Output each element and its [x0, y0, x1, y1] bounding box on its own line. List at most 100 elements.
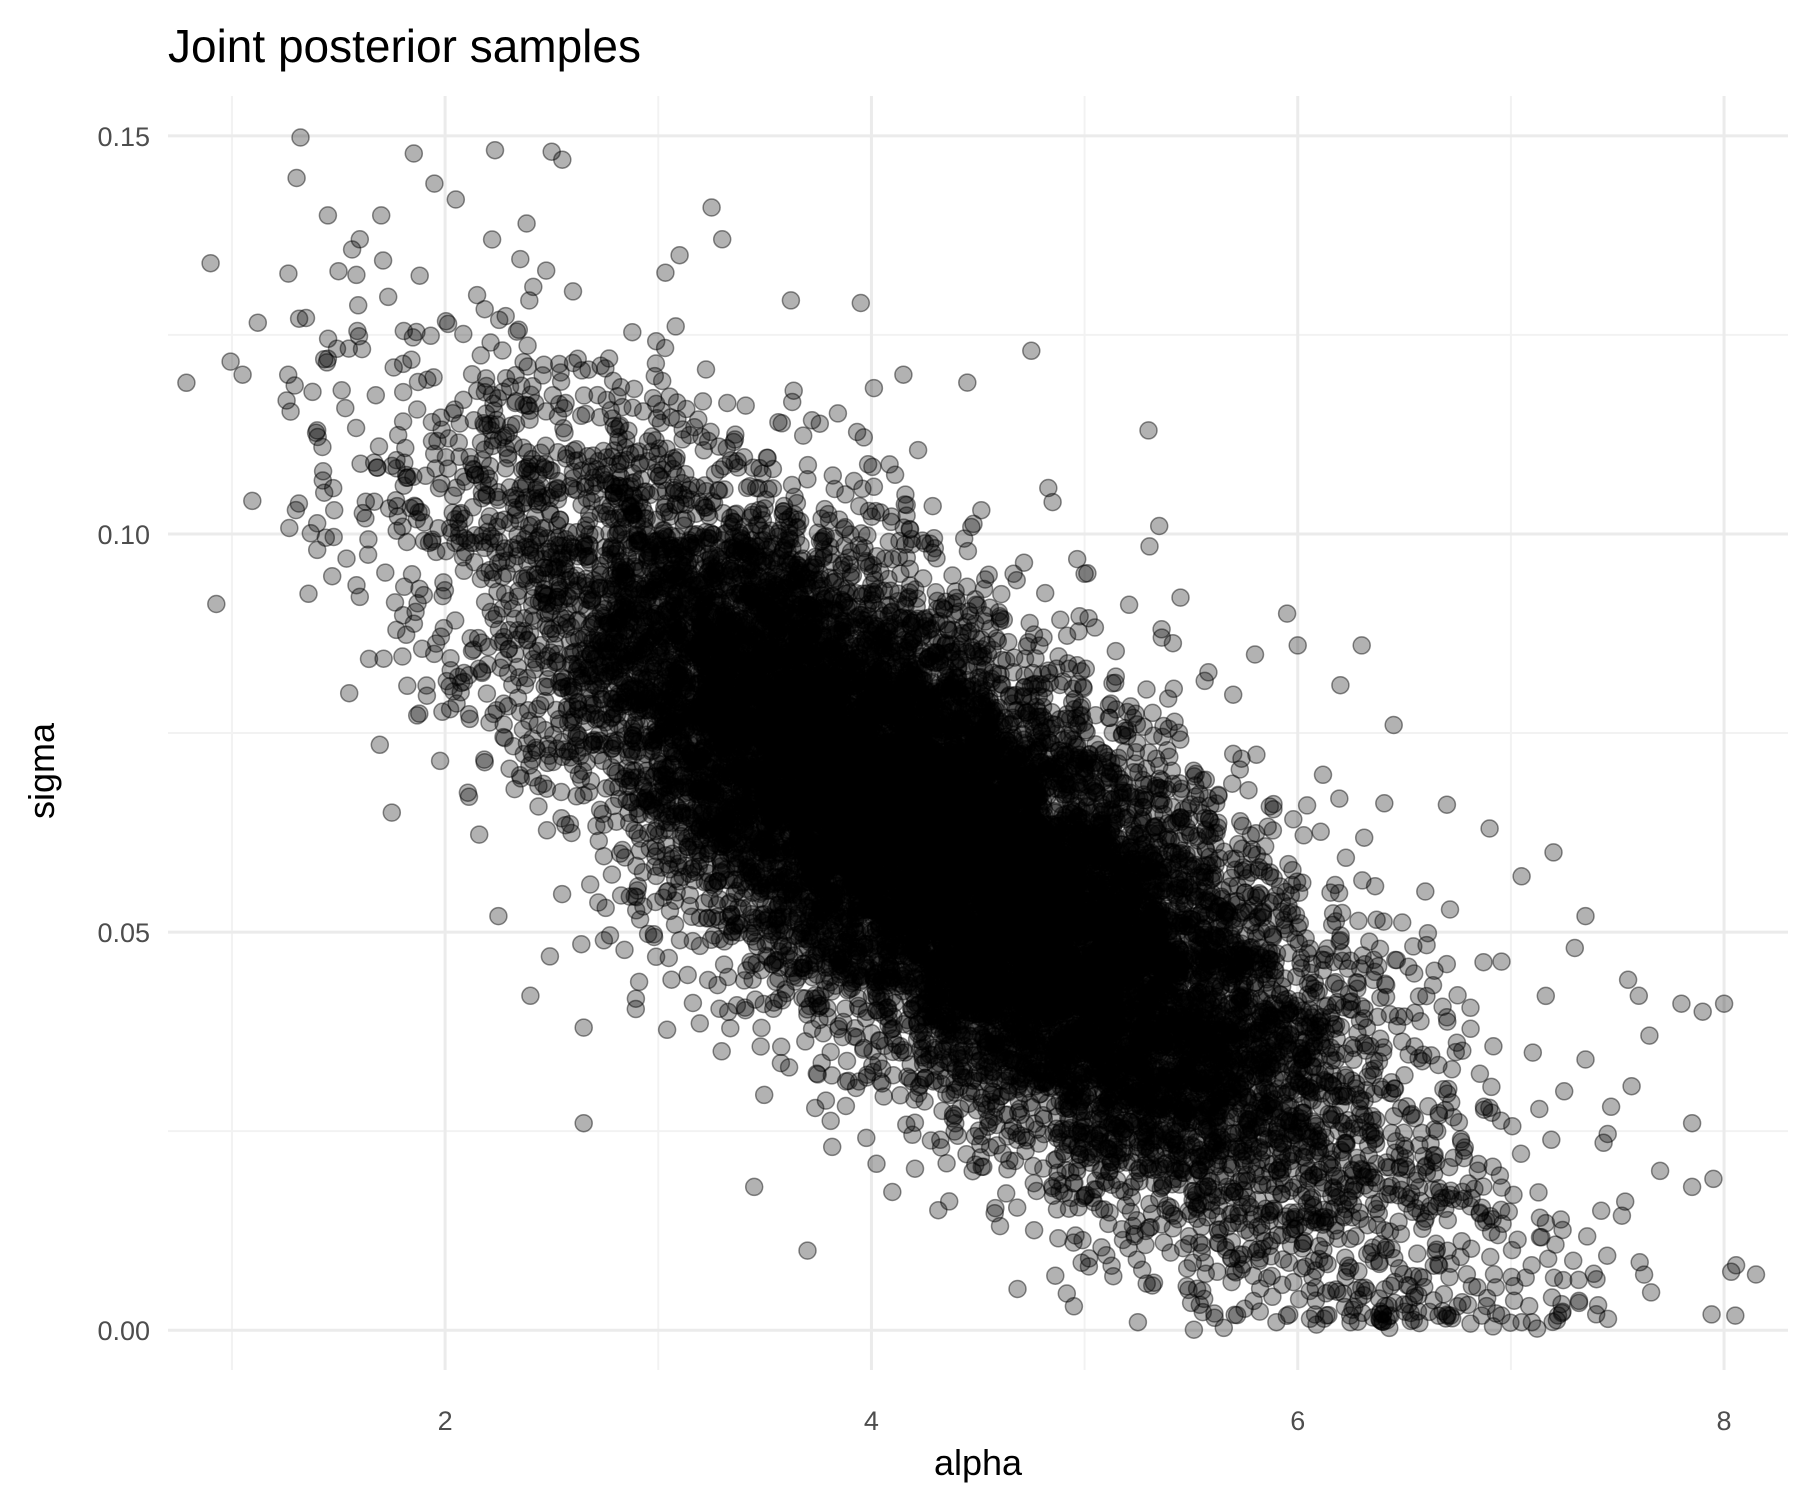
- data-point: [1036, 869, 1056, 889]
- data-point: [751, 837, 771, 857]
- data-point: [393, 382, 413, 402]
- data-point: [913, 775, 933, 794]
- data-point: [979, 958, 998, 977]
- data-point: [1114, 889, 1133, 909]
- data-point: [933, 829, 953, 848]
- data-point: [1110, 1018, 1129, 1037]
- data-point: [757, 876, 776, 896]
- data-point: [932, 814, 951, 834]
- data-point: [454, 324, 473, 344]
- data-point: [1123, 1079, 1143, 1099]
- data-point: [979, 820, 999, 839]
- data-point: [1330, 789, 1349, 808]
- data-point: [697, 673, 716, 692]
- data-point: [243, 491, 262, 511]
- chart-title: Joint posterior samples: [168, 20, 641, 72]
- data-point: [972, 945, 991, 965]
- data-point: [1026, 674, 1045, 694]
- data-point: [1104, 1023, 1124, 1042]
- data-point: [923, 543, 942, 563]
- data-point: [798, 470, 817, 489]
- data-point: [1086, 1049, 1105, 1069]
- data-point: [721, 1018, 740, 1038]
- data-point: [834, 932, 854, 952]
- data-point: [318, 329, 338, 349]
- data-point: [1481, 1247, 1500, 1267]
- data-point: [937, 970, 956, 989]
- data-point: [905, 1159, 925, 1178]
- data-point: [840, 792, 860, 812]
- data-point: [1014, 553, 1034, 572]
- data-point: [861, 851, 880, 871]
- data-point: [1312, 1120, 1332, 1140]
- data-point: [471, 569, 491, 589]
- data-point: [494, 727, 513, 747]
- data-point: [908, 979, 927, 999]
- data-point: [1046, 1266, 1065, 1285]
- data-point: [1203, 1139, 1223, 1158]
- data-point: [990, 761, 1010, 780]
- data-point: [366, 385, 386, 405]
- data-point: [1125, 1172, 1144, 1191]
- data-point: [426, 459, 445, 478]
- data-point: [999, 905, 1019, 924]
- data-point: [407, 400, 427, 419]
- data-point: [917, 825, 937, 844]
- data-point: [978, 798, 998, 817]
- data-point: [1127, 1090, 1146, 1109]
- data-point: [891, 732, 910, 752]
- data-point: [1008, 1279, 1027, 1299]
- data-point: [768, 907, 788, 926]
- data-point: [370, 735, 390, 755]
- data-point: [1057, 941, 1076, 961]
- data-point: [1137, 680, 1156, 699]
- data-point: [1183, 1068, 1202, 1087]
- data-point: [773, 690, 792, 709]
- data-point: [1297, 1142, 1317, 1162]
- data-point: [1011, 768, 1031, 788]
- data-point: [398, 676, 417, 696]
- data-point: [905, 718, 925, 737]
- data-point: [1597, 1246, 1617, 1265]
- data-point: [1134, 950, 1153, 970]
- data-point: [608, 763, 627, 783]
- data-point: [883, 1182, 902, 1202]
- data-point: [821, 1111, 840, 1131]
- data-point: [248, 313, 268, 332]
- data-point: [839, 743, 858, 762]
- data-point: [777, 702, 797, 721]
- data-point: [1542, 1130, 1561, 1150]
- data-point: [824, 708, 844, 728]
- data-point: [937, 1154, 956, 1173]
- data-point: [1090, 912, 1110, 931]
- data-point: [1250, 1002, 1269, 1022]
- grid: [168, 96, 1788, 1370]
- data-point: [1342, 1071, 1362, 1090]
- data-point: [932, 891, 952, 910]
- data-point: [1139, 1073, 1159, 1092]
- data-point: [711, 686, 731, 705]
- data-point: [280, 518, 299, 538]
- data-point: [348, 296, 368, 315]
- data-point: [1155, 1065, 1174, 1085]
- data-point: [823, 763, 842, 783]
- data-point: [441, 649, 460, 668]
- data-point: [916, 750, 936, 770]
- data-point: [547, 651, 567, 671]
- data-point: [645, 366, 665, 386]
- data-point: [347, 265, 366, 285]
- data-point: [1326, 995, 1345, 1015]
- data-point: [751, 1037, 770, 1056]
- data-point: [1204, 894, 1223, 914]
- data-point: [1208, 1045, 1227, 1065]
- data-point: [1315, 1213, 1335, 1232]
- data-point: [221, 352, 240, 371]
- data-point: [831, 855, 850, 874]
- data-point: [970, 764, 989, 784]
- data-point: [1025, 912, 1045, 931]
- data-point: [1153, 921, 1173, 941]
- data-point: [901, 756, 920, 775]
- data-point: [1408, 1244, 1427, 1263]
- data-point: [768, 622, 787, 642]
